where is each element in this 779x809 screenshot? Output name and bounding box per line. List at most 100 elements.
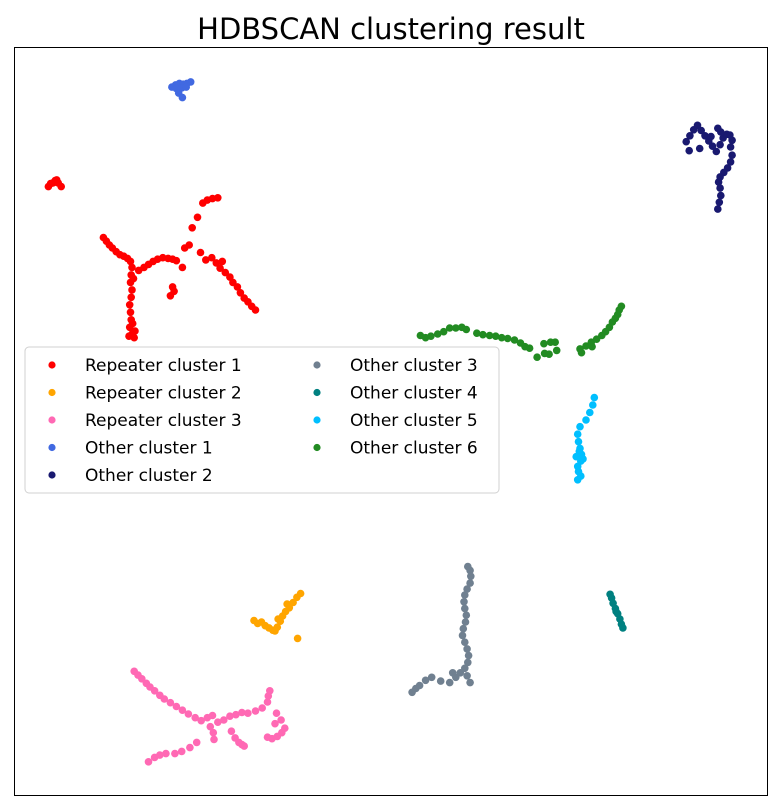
point-s4-6 — [186, 78, 195, 86]
point-s1-21 — [127, 293, 135, 302]
legend-label-4: Other cluster 1 — [85, 439, 213, 459]
point-s1-61 — [233, 283, 242, 291]
series-7 — [606, 590, 627, 632]
point-s5-30 — [714, 124, 722, 133]
legend-label-5: Other cluster 2 — [85, 466, 213, 486]
legend-label-3: Repeater cluster 3 — [85, 411, 242, 431]
point-s1-17 — [128, 263, 136, 272]
legend-marker-8 — [313, 416, 321, 424]
point-s1-55 — [208, 253, 216, 262]
point-s3-43 — [192, 738, 201, 747]
point-s8-15 — [579, 455, 587, 463]
point-s9-39 — [588, 342, 596, 351]
point-s5-1 — [682, 137, 690, 146]
point-s9-20 — [540, 339, 548, 348]
point-s6-17 — [461, 618, 470, 626]
point-s3-29 — [209, 728, 218, 737]
point-s5-29 — [685, 146, 693, 155]
point-s9-9 — [462, 325, 471, 334]
point-s8-4 — [582, 416, 590, 424]
series-5 — [682, 121, 736, 213]
point-s9-15 — [503, 334, 512, 343]
point-s5-5 — [697, 126, 705, 135]
legend-box — [24, 346, 500, 494]
point-s5-10 — [716, 140, 724, 149]
point-s3-14 — [197, 716, 205, 725]
point-s1-30 — [128, 319, 137, 328]
point-s1-40 — [172, 256, 181, 265]
point-s6-28 — [463, 672, 471, 680]
point-s9-27 — [577, 348, 586, 357]
point-s3-18 — [220, 716, 228, 724]
legend-label-8: Other cluster 5 — [350, 411, 478, 431]
point-s5-8 — [708, 142, 717, 150]
point-s9-40 — [533, 353, 541, 362]
point-s3-24 — [258, 704, 267, 712]
point-s6-7 — [445, 678, 454, 687]
point-s9-5 — [439, 327, 448, 336]
point-s9-4 — [433, 330, 442, 338]
point-s3-17 — [214, 718, 222, 726]
point-s3-30 — [210, 735, 218, 744]
legend-marker-1 — [48, 361, 56, 369]
point-s6-3 — [415, 681, 424, 690]
point-s6-27 — [466, 678, 474, 687]
point-s3-42 — [186, 743, 194, 752]
point-s4-9 — [182, 83, 190, 91]
point-s6-20 — [460, 598, 468, 606]
point-s7-8 — [606, 590, 614, 599]
legend-label-7: Other cluster 4 — [350, 384, 478, 404]
point-s3-12 — [184, 710, 193, 718]
point-s1-43 — [168, 283, 177, 291]
point-s3-9 — [166, 698, 175, 707]
point-s6-16 — [459, 624, 468, 633]
legend-label-6: Other cluster 3 — [350, 356, 478, 376]
point-s9-16 — [510, 336, 519, 344]
point-s4-11 — [178, 93, 187, 102]
point-s6-10 — [461, 664, 469, 673]
series-1 — [44, 176, 260, 342]
point-s7-7 — [619, 624, 627, 632]
point-s3-27 — [266, 687, 274, 695]
legend-marker-4 — [48, 443, 56, 452]
series-3 — [130, 667, 289, 766]
point-s2-12 — [289, 598, 297, 607]
point-s3-51 — [272, 709, 281, 717]
point-s6-11 — [464, 658, 472, 667]
point-s1-66 — [251, 306, 260, 314]
point-s8-5 — [576, 422, 584, 431]
point-s1-56 — [212, 259, 221, 267]
series-6 — [408, 562, 475, 697]
legend-marker-7 — [313, 388, 321, 397]
data-points — [44, 78, 736, 766]
series-4 — [168, 78, 195, 102]
point-s3-41 — [177, 747, 186, 756]
point-s1-53 — [196, 248, 205, 257]
point-s1-7 — [52, 176, 61, 184]
point-s5-27 — [707, 132, 715, 141]
point-s1-22 — [125, 301, 134, 309]
series-9 — [416, 302, 626, 362]
legend-marker-3 — [48, 416, 56, 424]
point-s9-14 — [497, 333, 506, 342]
point-s3-25 — [263, 698, 272, 706]
point-s6-15 — [458, 631, 467, 640]
point-s9-22 — [551, 338, 559, 347]
point-s9-10 — [473, 329, 481, 338]
point-s1-20 — [128, 286, 136, 294]
legend-label-2: Repeater cluster 2 — [85, 384, 242, 404]
point-s3-39 — [162, 749, 170, 758]
point-s6-5 — [427, 673, 436, 682]
point-s3-50 — [263, 733, 272, 741]
point-s3-8 — [160, 695, 169, 703]
series-2 — [250, 589, 305, 643]
point-s1-62 — [236, 289, 245, 297]
legend-items: Repeater cluster 1 Repeater cluster 2 Repe… — [48, 356, 478, 486]
point-s5-22 — [716, 184, 724, 192]
point-s6-23 — [466, 579, 474, 587]
point-s3-19 — [226, 712, 234, 720]
point-s3-13 — [191, 713, 199, 722]
point-s3-35 — [240, 742, 248, 750]
legend-marker-9 — [313, 443, 321, 452]
point-s6-19 — [461, 604, 469, 613]
